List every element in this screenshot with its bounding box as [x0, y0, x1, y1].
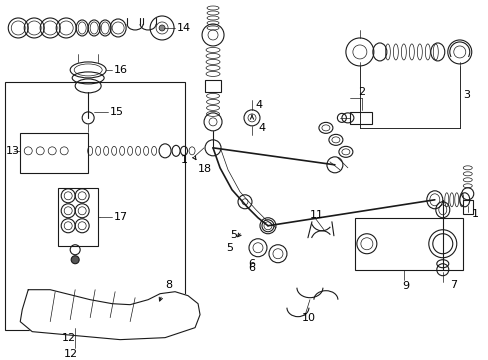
Text: 10: 10	[301, 313, 315, 323]
Text: 5: 5	[225, 243, 233, 253]
Text: 8: 8	[165, 280, 172, 290]
Text: 12: 12	[62, 333, 76, 343]
Text: 1: 1	[471, 209, 478, 219]
Text: 15: 15	[110, 107, 124, 117]
Text: 12: 12	[64, 348, 78, 359]
Text: 6: 6	[247, 263, 254, 273]
Bar	[20, 133, 88, 173]
Text: 4: 4	[254, 100, 262, 110]
Bar	[5, 82, 184, 330]
Text: 17: 17	[114, 212, 128, 222]
Bar	[204, 80, 221, 92]
Bar	[462, 200, 472, 214]
Text: 11: 11	[309, 210, 323, 220]
Polygon shape	[20, 290, 200, 339]
Text: 13: 13	[6, 146, 20, 156]
Bar	[58, 188, 98, 246]
Bar	[349, 112, 371, 124]
Bar	[354, 218, 462, 270]
Text: 14: 14	[177, 23, 191, 33]
Text: 6: 6	[247, 259, 254, 269]
Circle shape	[159, 25, 165, 31]
Text: 1: 1	[181, 155, 188, 165]
Text: 16: 16	[114, 65, 128, 75]
Text: 5: 5	[229, 230, 237, 240]
Text: 9: 9	[401, 281, 408, 291]
Circle shape	[71, 256, 79, 264]
Text: 18: 18	[198, 164, 212, 174]
Text: 7: 7	[449, 280, 456, 290]
Text: 2: 2	[357, 87, 364, 97]
Text: 4: 4	[258, 123, 264, 133]
Text: 3: 3	[462, 90, 469, 100]
